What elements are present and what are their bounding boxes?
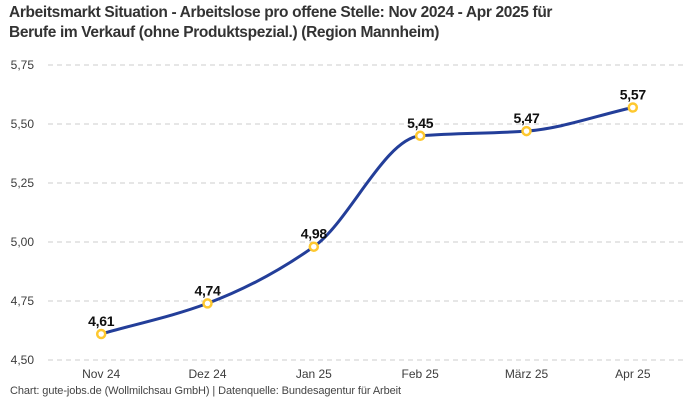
y-axis-tick-label: 5,25 <box>11 176 35 190</box>
chart-title-line2: Berufe im Verkauf (ohne Produktspezial.)… <box>9 24 440 41</box>
x-axis-tick-label: Dez 24 <box>188 367 226 381</box>
data-point-marker[interactable] <box>521 125 532 137</box>
x-axis-tick-label: März 25 <box>505 367 549 381</box>
data-point-label: 4,74 <box>194 282 221 298</box>
y-axis-tick-label: 5,00 <box>11 235 35 249</box>
data-point-marker[interactable] <box>414 130 426 142</box>
y-axis-tick-label: 4,50 <box>11 353 35 367</box>
data-point-marker[interactable] <box>308 241 320 252</box>
chart-title-line1: Arbeitsmarkt Situation - Arbeitslose pro… <box>9 4 553 21</box>
chart-title: Arbeitsmarkt Situation - Arbeitslose pro… <box>9 3 552 43</box>
y-axis-tick-label: 5,75 <box>11 58 35 72</box>
data-point-marker[interactable] <box>95 328 107 340</box>
data-point-label: 5,47 <box>513 110 540 126</box>
x-axis-tick-label: Jan 25 <box>296 367 332 381</box>
x-axis-tick-label: Apr 25 <box>615 367 651 381</box>
x-axis-tick-label: Feb 25 <box>401 367 439 381</box>
data-point-label: 5,57 <box>620 87 647 103</box>
y-axis-tick-label: 5,50 <box>11 117 35 131</box>
data-point-label: 4,61 <box>88 313 115 329</box>
data-point-marker[interactable] <box>627 102 639 113</box>
line-series <box>99 106 635 336</box>
y-axis-tick-label: 4,75 <box>11 294 35 308</box>
chart-credit: Chart: gute-jobs.de (Wollmilchsau GmbH) … <box>10 385 401 397</box>
data-point-marker[interactable] <box>202 298 213 309</box>
x-axis-tick-label: Nov 24 <box>82 367 120 381</box>
data-point-label: 5,45 <box>407 115 434 131</box>
data-point-label: 4,98 <box>301 226 328 242</box>
